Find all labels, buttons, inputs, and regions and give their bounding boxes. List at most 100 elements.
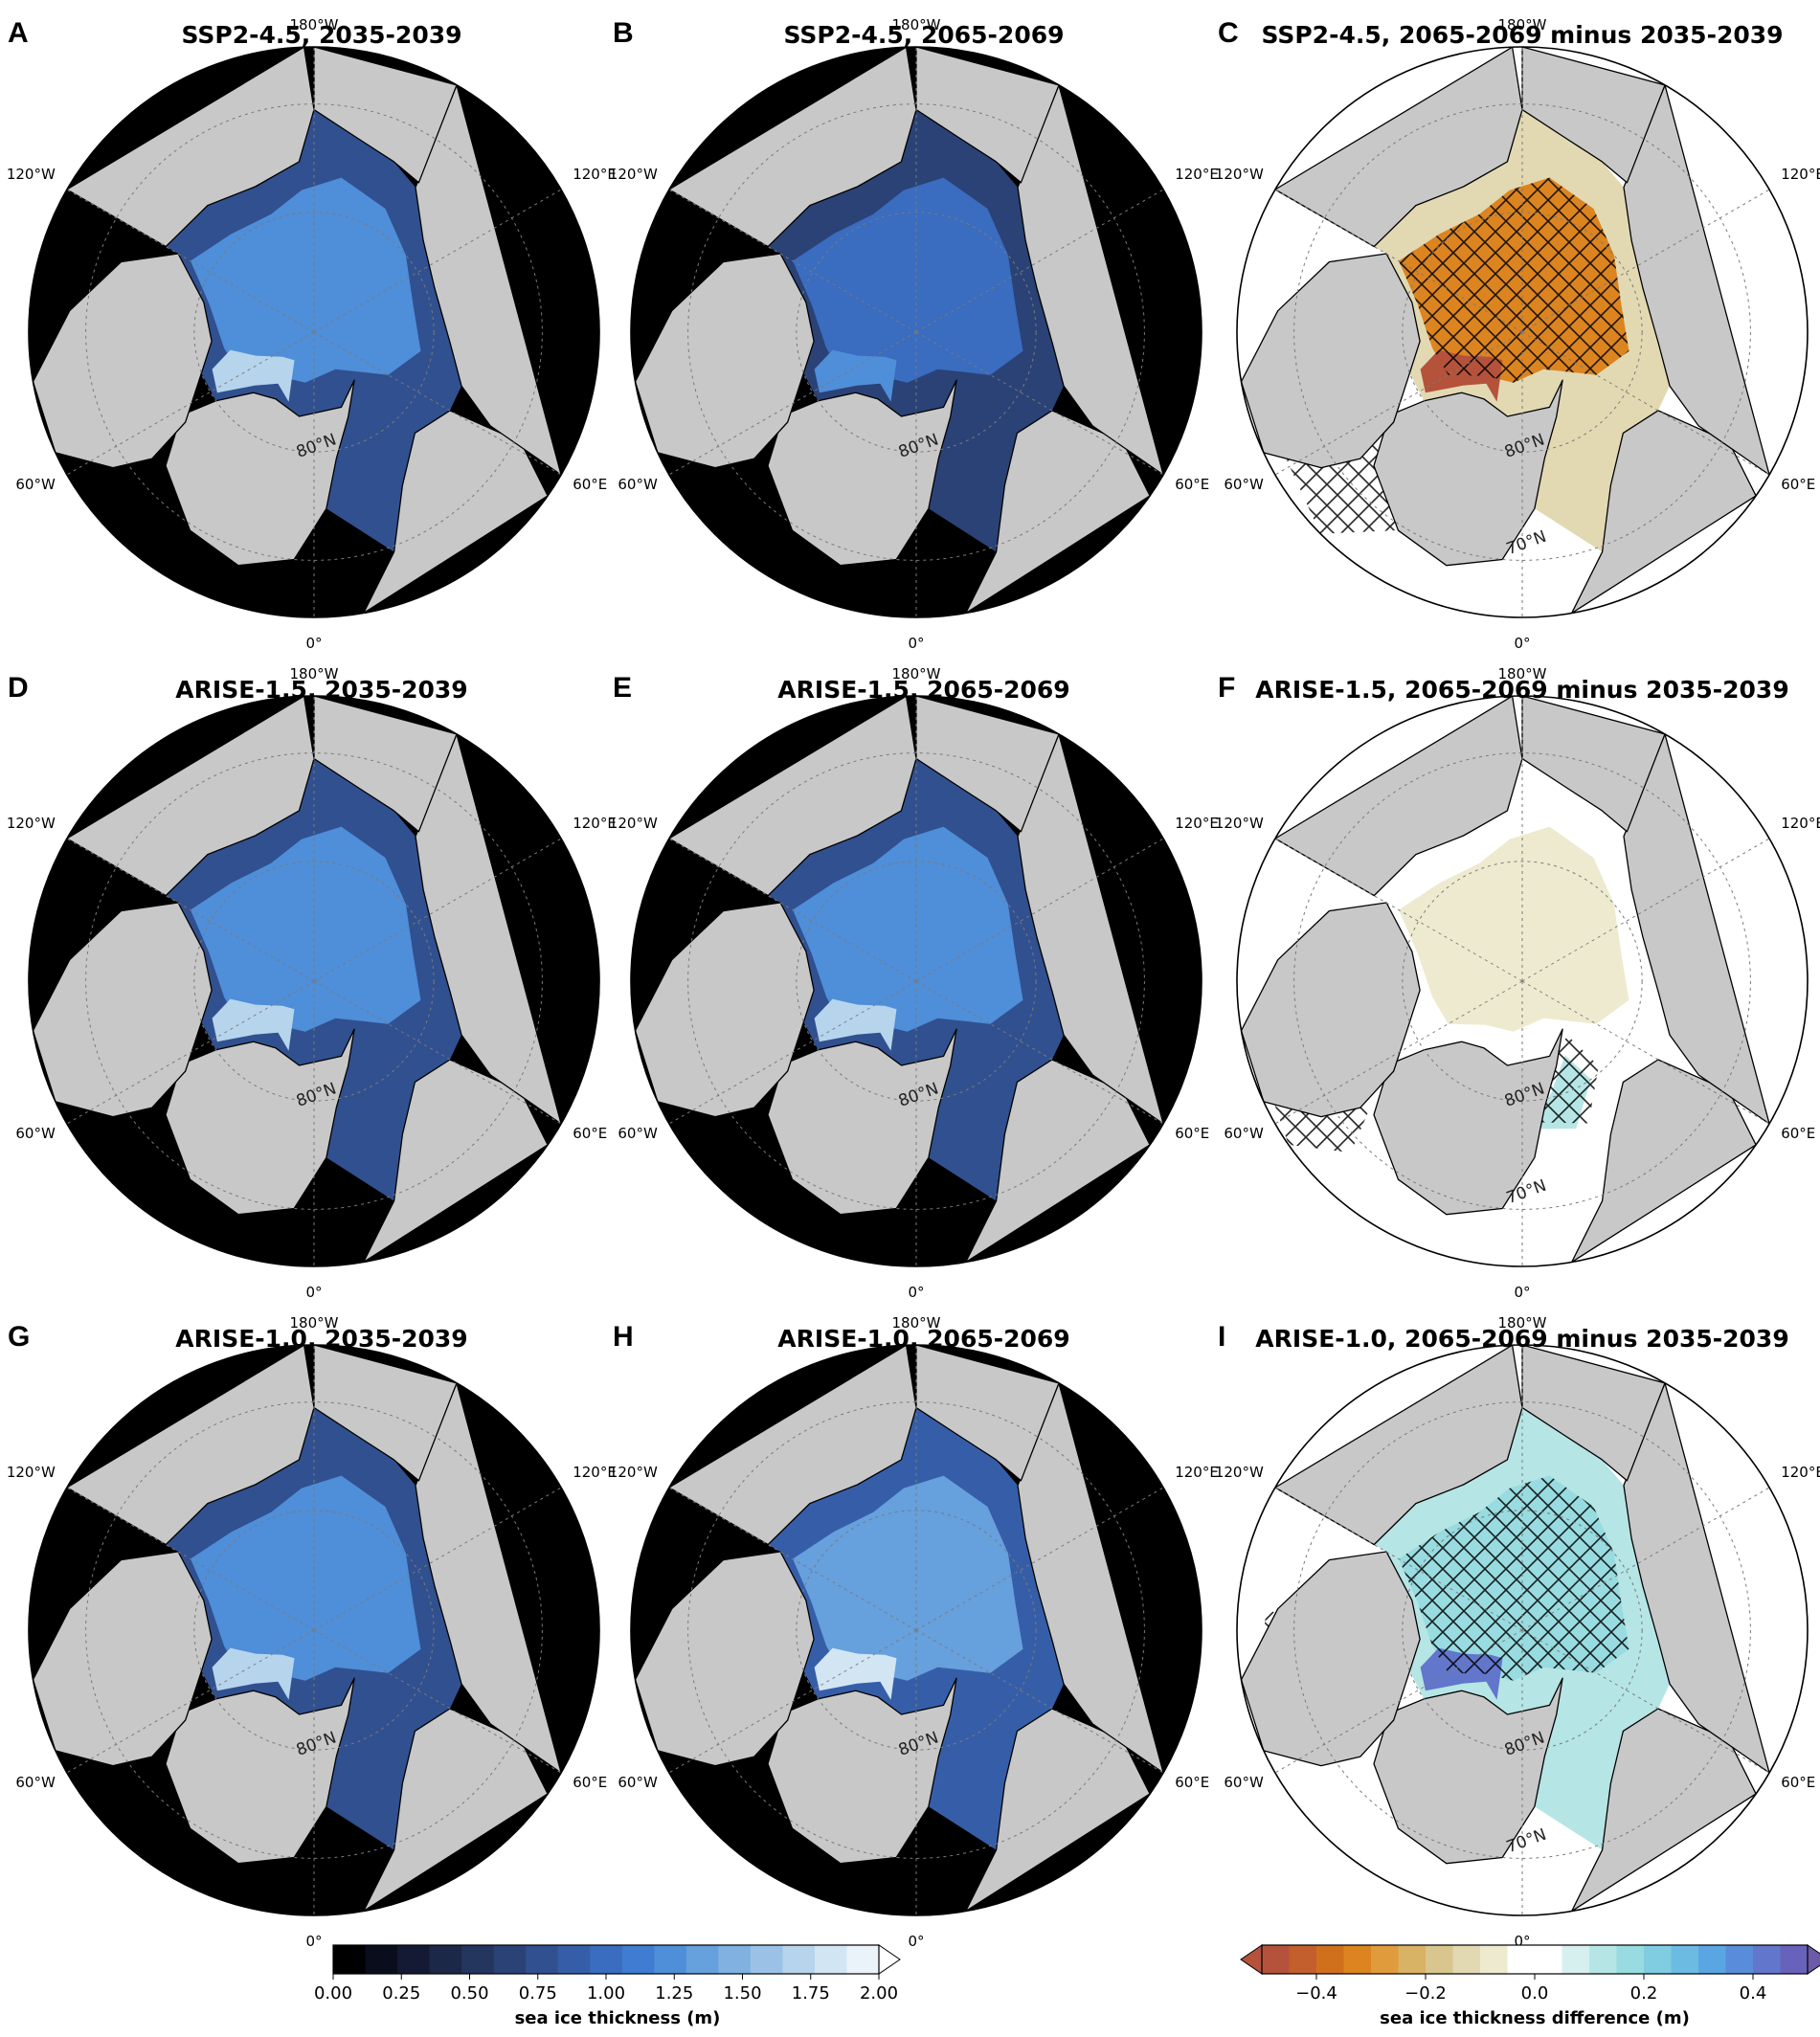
meridian-line <box>1521 1487 1770 1631</box>
colorbar-segment <box>1480 1945 1509 1974</box>
land-mass <box>363 1059 549 1264</box>
longitude-label: 60°W <box>1224 476 1264 493</box>
land-mass <box>165 1028 355 1216</box>
land-mass <box>1521 47 1666 184</box>
land-mass <box>767 379 957 567</box>
colorbar-tick-label: −0.2 <box>1404 1983 1447 2003</box>
panel-letter: E <box>613 672 633 704</box>
panel-title: SSP2-4.5, 2035-2039 <box>181 21 462 49</box>
latitude-circle <box>193 212 435 453</box>
colorbar-tick-label: 0.0 <box>1521 1983 1549 2003</box>
meridian-line <box>915 980 1164 1125</box>
panel-letter: H <box>613 1321 634 1353</box>
longitude-label: 60°W <box>1224 1125 1264 1142</box>
colorbar-segment <box>1780 1945 1809 1974</box>
longitude-label: 60°E <box>573 1125 607 1142</box>
latitude-circle <box>1402 212 1643 453</box>
meridian-line <box>66 189 315 333</box>
longitude-label: 120°W <box>609 166 658 183</box>
sea-ice-core <box>191 1475 421 1681</box>
colorbar-segment <box>1616 1945 1645 1974</box>
longitude-label: 120°E <box>1175 1464 1219 1481</box>
map-boundary <box>1236 695 1809 1267</box>
colorbar-segment <box>1426 1945 1454 1974</box>
sea-ice-core <box>793 1475 1023 1681</box>
land-mass <box>1571 1059 1757 1264</box>
panel-title: ARISE-1.5, 2065-2069 minus 2035-2039 <box>1255 676 1789 704</box>
longitude-label: 120°W <box>7 1464 56 1481</box>
colorbar-tick-label: 1.25 <box>655 1983 693 2003</box>
colorbar-thickness: 0.00 0.25 0.50 0.75 1.00 1.25 1.50 1.75 2.00 <box>314 1944 901 2003</box>
sea-ice-thickest <box>814 349 897 402</box>
land-mass <box>668 696 917 897</box>
latitude-circle <box>796 861 1037 1102</box>
longitude-label: 60°W <box>618 1774 658 1791</box>
longitude-label: 120°W <box>7 815 56 832</box>
sea-ice-thickest <box>212 1647 295 1700</box>
colorbar-segment <box>1371 1945 1400 1974</box>
longitude-label: 0° <box>908 635 924 652</box>
land-mass <box>32 253 213 469</box>
colorbar-segment <box>1698 1945 1727 1974</box>
land-mass <box>32 1551 213 1767</box>
land-mass <box>415 733 562 1125</box>
longitude-label: 120°E <box>573 815 617 832</box>
panel-title: ARISE-1.0, 2065-2069 <box>777 1325 1070 1353</box>
colorbar-tick-label: 0.50 <box>450 1983 488 2003</box>
land-mass <box>1240 1551 1421 1767</box>
land-mass <box>634 902 815 1118</box>
longitude-label: 60°W <box>1224 1774 1264 1791</box>
longitude-label: 60°E <box>1175 1774 1209 1791</box>
colorbar-segment <box>333 1945 367 1974</box>
land-mass <box>1274 47 1523 248</box>
colorbar-extend-high <box>878 1944 901 1975</box>
longitude-label: 0° <box>305 1284 322 1301</box>
longitude-label: 120°E <box>1781 1464 1820 1481</box>
sea-ice-core <box>191 177 421 383</box>
longitude-label: 120°W <box>1215 166 1264 183</box>
colorbar-segment <box>1262 1945 1291 1974</box>
panel-letter: G <box>8 1321 31 1353</box>
significance-hatching <box>1399 1475 1629 1681</box>
longitude-label: 60°W <box>15 476 56 493</box>
colorbar-segment <box>461 1945 495 1974</box>
colorbar-segment <box>1507 1945 1536 1974</box>
meridian-line <box>915 838 1164 982</box>
longitude-label: 120°E <box>573 1464 617 1481</box>
colorbar-tick-label: 0.2 <box>1630 1983 1658 2003</box>
land-mass <box>415 1382 562 1774</box>
meridian-line <box>1274 331 1523 476</box>
map-boundary <box>1236 46 1809 618</box>
meridian-line <box>66 1629 315 1774</box>
longitude-label: 120°W <box>1215 1464 1264 1481</box>
longitude-label: 180°W <box>1498 665 1547 683</box>
land-mass <box>1571 1708 1757 1913</box>
longitude-label: 180°W <box>1498 16 1547 34</box>
meridian-line <box>1274 1487 1523 1631</box>
meridian-line <box>66 331 315 476</box>
land-mass <box>363 410 549 615</box>
meridian-line <box>313 189 562 333</box>
sea-ice-core <box>793 177 1023 383</box>
meridian-line <box>1274 1629 1523 1774</box>
longitude-label: 60°E <box>1781 1125 1815 1142</box>
meridian-line <box>313 838 562 982</box>
meridian-line <box>668 838 917 982</box>
land-mass <box>1017 733 1164 1125</box>
colorbar-segment <box>1562 1945 1590 1974</box>
longitude-label: 60°W <box>618 1125 658 1142</box>
longitude-label: 120°E <box>1175 166 1219 183</box>
colorbar-segment <box>397 1945 431 1974</box>
sea-ice-thickest <box>212 998 295 1051</box>
land-mass <box>1274 1345 1523 1546</box>
longitude-label: 0° <box>1514 635 1530 652</box>
longitude-label: 180°W <box>290 1314 339 1332</box>
land-mass <box>1017 1382 1164 1774</box>
panel-title: SSP2-4.5, 2065-2069 <box>783 21 1065 49</box>
colorbar-segment <box>557 1945 591 1974</box>
panel-letter: F <box>1218 672 1236 704</box>
